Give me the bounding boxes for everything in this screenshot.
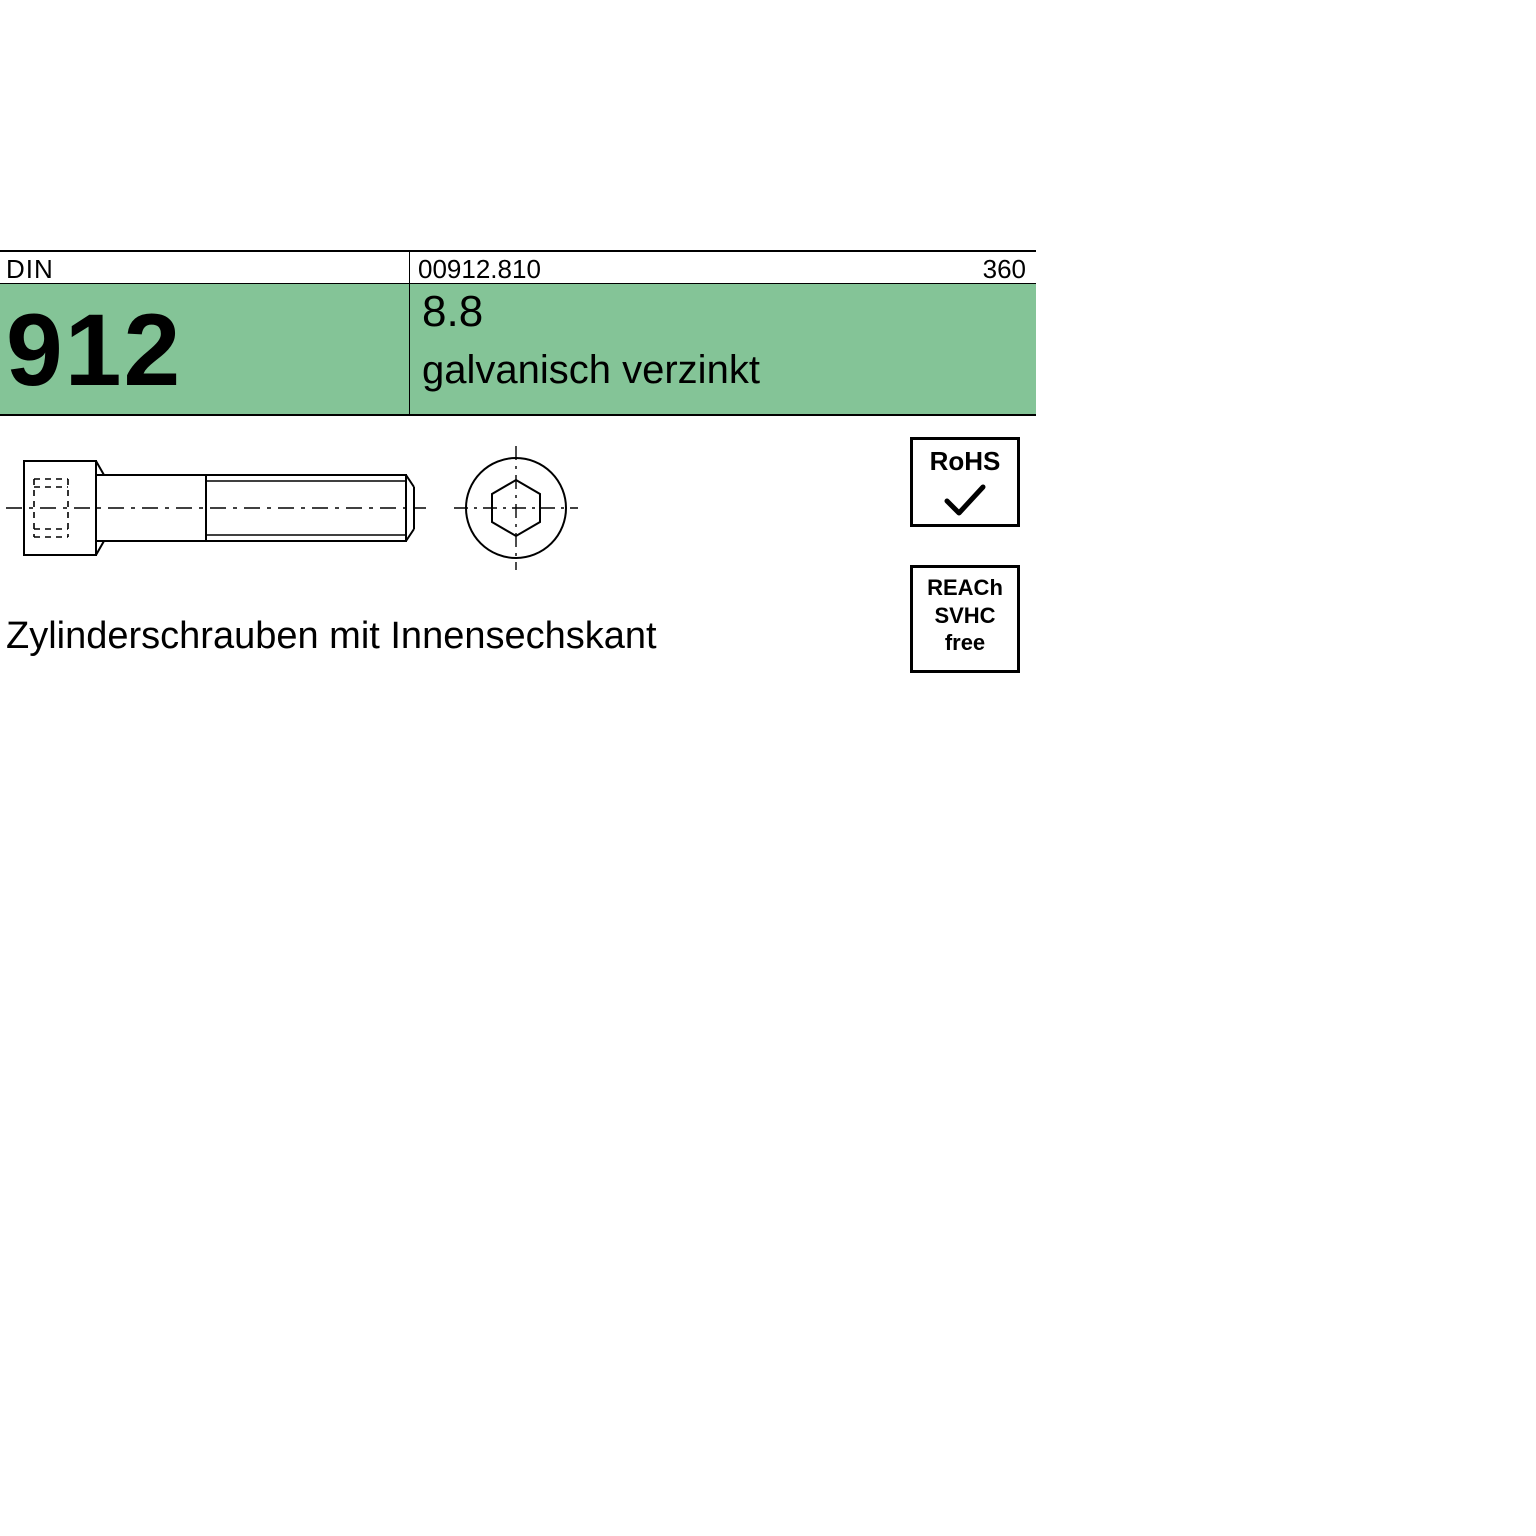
product-title: Zylinderschrauben mit Innensechskant bbox=[6, 615, 657, 658]
reach-badge: REACh SVHC free bbox=[910, 565, 1020, 673]
page-number: 360 bbox=[946, 252, 1036, 283]
reach-line3: free bbox=[913, 629, 1017, 657]
header-row: DIN 00912.810 360 bbox=[0, 250, 1036, 284]
reach-line2: SVHC bbox=[913, 602, 1017, 630]
standard-number: 912 bbox=[0, 284, 410, 414]
standard-label: DIN bbox=[0, 252, 410, 283]
check-icon bbox=[943, 481, 987, 519]
rohs-label: RoHS bbox=[930, 446, 1001, 476]
article-code: 00912.810 bbox=[410, 252, 946, 283]
title-band: 912 8.8 galvanisch verzinkt bbox=[0, 284, 1036, 416]
surface-finish: galvanisch verzinkt bbox=[422, 348, 1036, 393]
screw-drawing bbox=[6, 443, 616, 573]
spec-block: 8.8 galvanisch verzinkt bbox=[410, 284, 1036, 414]
reach-line1: REACh bbox=[913, 574, 1017, 602]
rohs-badge: RoHS bbox=[910, 437, 1020, 527]
strength-grade: 8.8 bbox=[422, 290, 1036, 334]
spec-card: DIN 00912.810 360 912 8.8 galvanisch ver… bbox=[0, 250, 1036, 1286]
